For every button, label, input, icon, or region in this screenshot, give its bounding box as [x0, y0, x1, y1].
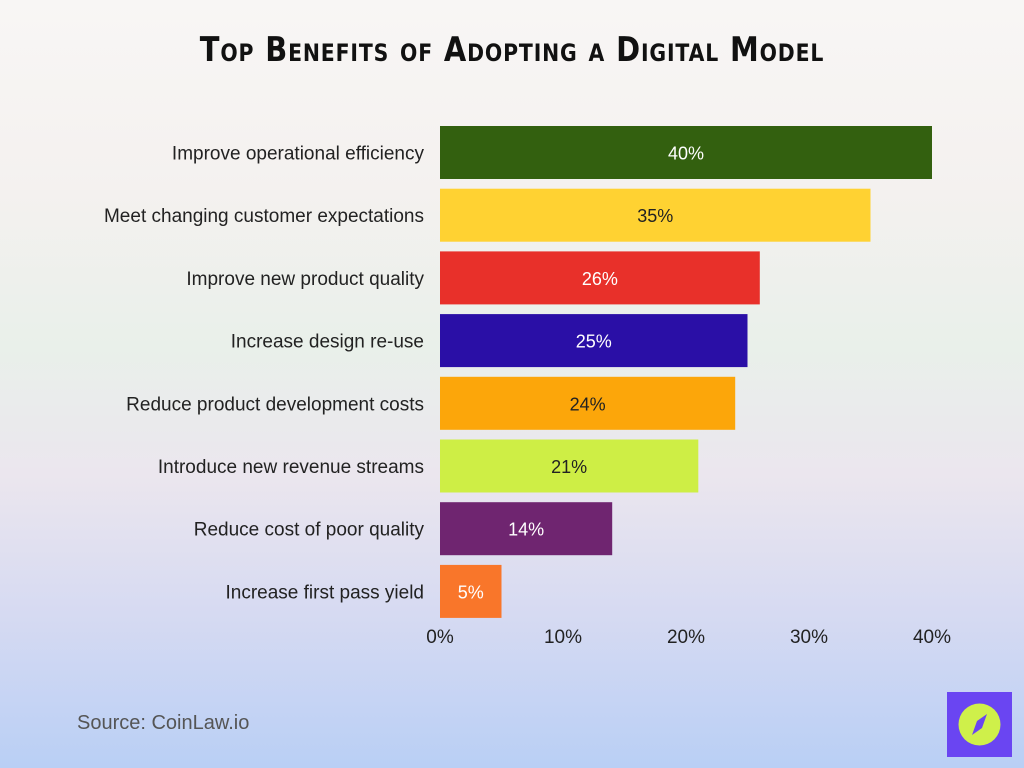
- data-label: 25%: [576, 332, 612, 352]
- data-label: 21%: [551, 457, 587, 477]
- bar: [440, 439, 699, 493]
- bar: [440, 376, 736, 430]
- category-label: Improve new product quality: [186, 269, 424, 290]
- x-tick-label: 10%: [544, 627, 582, 648]
- data-label: 40%: [668, 144, 704, 164]
- x-tick-label: 30%: [790, 627, 828, 648]
- bar: [440, 188, 871, 242]
- source-note: Source: CoinLaw.io: [77, 712, 250, 734]
- bar: [440, 564, 502, 618]
- data-label: 26%: [582, 269, 618, 289]
- data-label: 24%: [570, 394, 606, 414]
- category-label: Reduce product development costs: [126, 394, 424, 415]
- bar: [440, 314, 748, 368]
- category-label: Increase first pass yield: [225, 582, 424, 603]
- x-tick-label: 20%: [667, 627, 705, 648]
- category-label: Introduce new revenue streams: [158, 457, 424, 478]
- data-label: 14%: [508, 520, 544, 540]
- compass-icon: [958, 703, 1001, 746]
- logo: [947, 692, 1012, 757]
- x-tick-label: 40%: [913, 627, 951, 648]
- data-label: 5%: [458, 582, 484, 602]
- bar: [440, 502, 613, 556]
- x-tick-label: 0%: [426, 627, 454, 648]
- data-label: 35%: [637, 206, 673, 226]
- category-label: Meet changing customer expectations: [104, 206, 424, 227]
- category-label: Improve operational efficiency: [172, 144, 425, 165]
- category-label: Reduce cost of poor quality: [194, 520, 425, 541]
- bar: [440, 251, 760, 305]
- chart-title: Top Benefits of Adopting a Digital Model: [199, 30, 825, 70]
- category-label: Increase design re-use: [231, 332, 424, 353]
- bar: [440, 126, 932, 179]
